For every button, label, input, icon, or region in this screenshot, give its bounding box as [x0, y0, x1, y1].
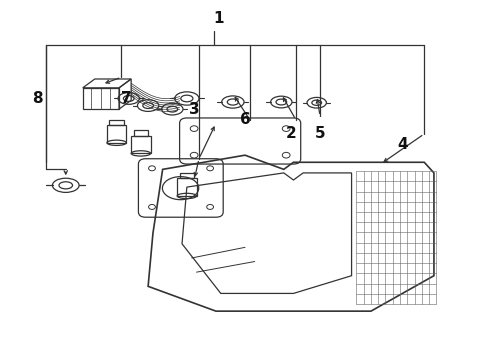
Bar [134, 130, 148, 136]
Bar [83, 88, 119, 109]
Text: 4: 4 [397, 137, 408, 152]
Bar [131, 136, 150, 153]
Text: 5: 5 [315, 126, 325, 141]
Text: 7: 7 [121, 91, 132, 106]
Text: 3: 3 [189, 102, 199, 117]
Text: 2: 2 [286, 126, 296, 141]
Bar [109, 120, 124, 125]
Text: 1: 1 [213, 11, 223, 26]
Bar [180, 173, 194, 178]
Bar [177, 178, 196, 196]
Bar [107, 125, 126, 143]
Text: 8: 8 [32, 91, 43, 106]
Text: 6: 6 [240, 112, 250, 127]
